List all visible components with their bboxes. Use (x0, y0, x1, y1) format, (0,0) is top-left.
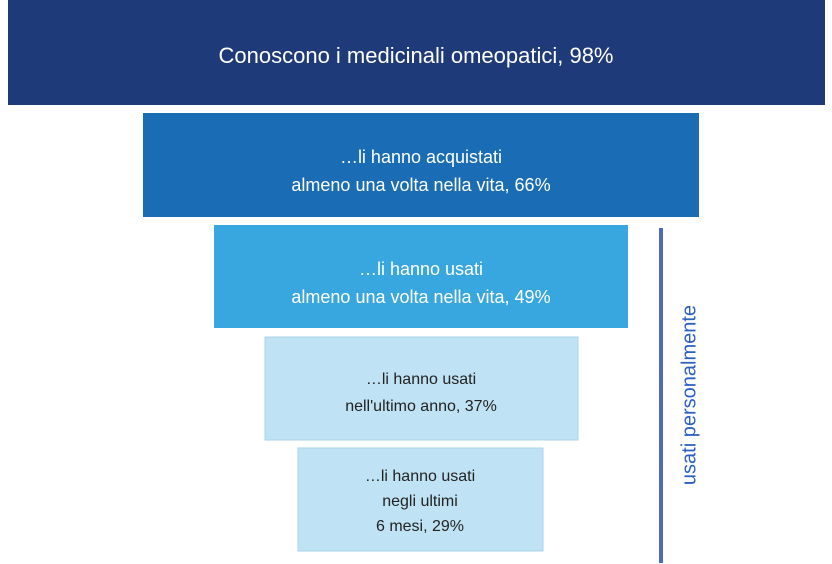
level-text: Conoscono i medicinali omeopatici, 98% (219, 43, 614, 68)
level-text: almeno una volta nella vita, 66% (291, 175, 550, 195)
level-text: 6 mesi, 29% (376, 518, 464, 535)
level-box (264, 336, 579, 441)
level-text: …li hanno acquistati (340, 147, 502, 167)
level-text: …li hanno usati (366, 371, 476, 388)
level-text: …li hanno usati (365, 468, 475, 485)
level-text: nell'ultimo anno, 37% (345, 398, 497, 415)
level-box (214, 225, 628, 328)
level-box (297, 447, 544, 552)
level-text: negli ultimi (382, 493, 458, 510)
level-text: almeno una volta nella vita, 49% (291, 287, 550, 307)
level-box (8, 0, 825, 105)
level-box (143, 113, 699, 217)
level-text: …li hanno usati (359, 259, 483, 279)
bracket-label: usati personalmente (678, 305, 700, 485)
